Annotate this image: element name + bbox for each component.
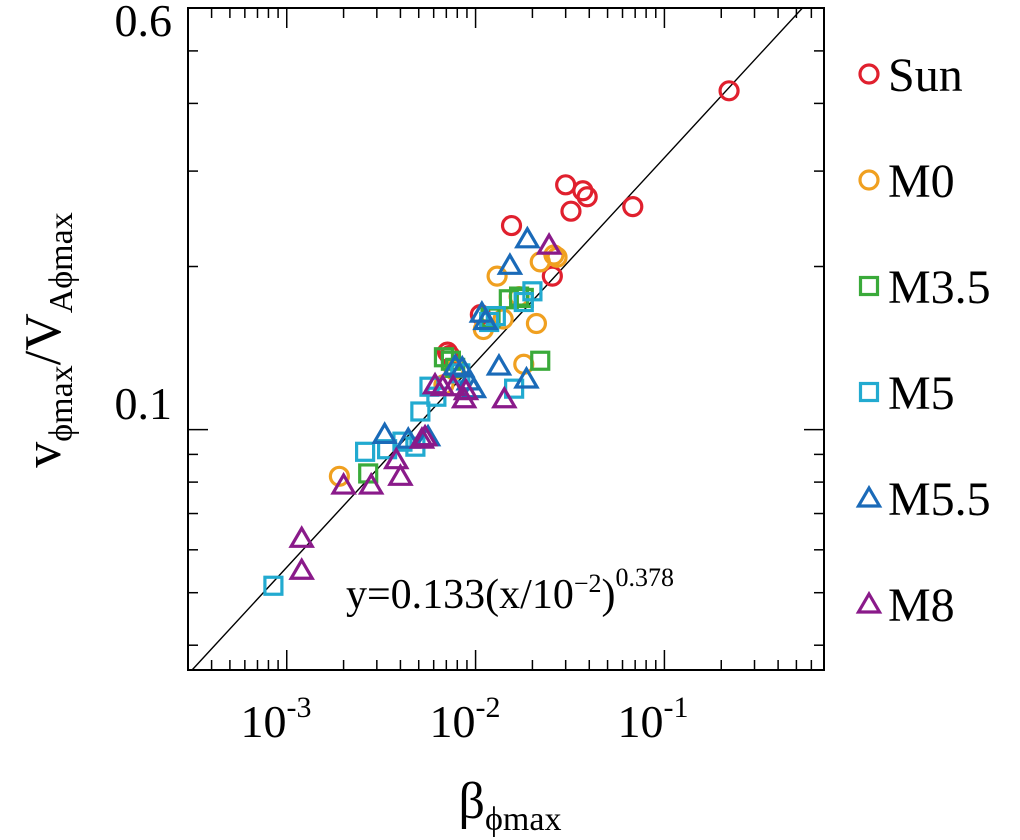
data-point	[541, 265, 563, 287]
legend-label: M5.5	[888, 473, 991, 526]
data-points	[263, 80, 740, 596]
data-point	[371, 421, 398, 444]
data-point	[514, 225, 541, 249]
data-point	[263, 575, 284, 596]
legend-marker	[855, 484, 883, 508]
legend-label: M3.5	[888, 261, 991, 314]
legend-marker	[858, 63, 880, 85]
data-point	[498, 289, 519, 310]
x-tick-label: 10-1	[618, 691, 689, 747]
data-point	[500, 214, 523, 237]
data-point	[496, 252, 524, 275]
legend-label: Sun	[888, 49, 963, 102]
legend-marker	[858, 275, 880, 297]
x-major-ticks	[285, 8, 666, 670]
legend-label: M0	[888, 155, 955, 208]
data-point	[560, 200, 582, 222]
series-m8	[288, 231, 563, 580]
plot-frame	[187, 7, 825, 671]
data-point	[411, 423, 439, 447]
x-tick-label: 10-3	[241, 691, 312, 747]
legend: Sun M0 M3.5 M5 M5.5 M8	[855, 49, 991, 632]
data-point	[439, 373, 467, 397]
data-point	[448, 354, 476, 378]
fit-line	[191, 7, 803, 671]
data-point	[535, 231, 563, 255]
data-point	[530, 350, 551, 371]
data-point	[410, 401, 431, 422]
data-point	[357, 471, 385, 495]
data-point	[394, 426, 422, 449]
data-point	[522, 281, 543, 302]
y-tick-label: 0.1	[115, 378, 173, 429]
x-minor-ticks	[187, 8, 813, 670]
data-point	[513, 365, 540, 389]
y-tick-label: 0.6	[115, 0, 173, 46]
y-axis-label: vϕmax/VAϕmax	[15, 212, 80, 467]
x-axis-label: βϕmax	[459, 773, 562, 838]
legend-marker	[858, 381, 880, 403]
data-point	[555, 174, 577, 196]
legend-label: M8	[888, 579, 955, 632]
data-point	[622, 195, 644, 218]
series-m5-5	[371, 225, 541, 449]
legend-marker	[855, 590, 883, 614]
data-point	[441, 352, 469, 376]
data-point	[382, 446, 410, 470]
series-sun	[436, 80, 740, 367]
legend-label: M5	[888, 367, 955, 420]
data-point	[288, 557, 315, 580]
legend-marker	[858, 169, 880, 191]
data-point	[718, 80, 740, 102]
data-point	[525, 312, 548, 335]
data-point	[330, 471, 357, 495]
data-point	[576, 186, 598, 208]
data-point	[288, 525, 315, 548]
data-point	[452, 377, 480, 401]
fit-equation: y=0.133(x/10−2)0.378	[346, 563, 674, 618]
data-point	[472, 307, 499, 331]
x-tick-label: 10-2	[430, 691, 501, 747]
data-point	[486, 265, 508, 287]
data-point	[491, 385, 518, 409]
data-point	[355, 441, 376, 462]
y-minor-ticks	[188, 50, 824, 646]
data-point	[387, 463, 414, 486]
data-point	[485, 352, 513, 376]
